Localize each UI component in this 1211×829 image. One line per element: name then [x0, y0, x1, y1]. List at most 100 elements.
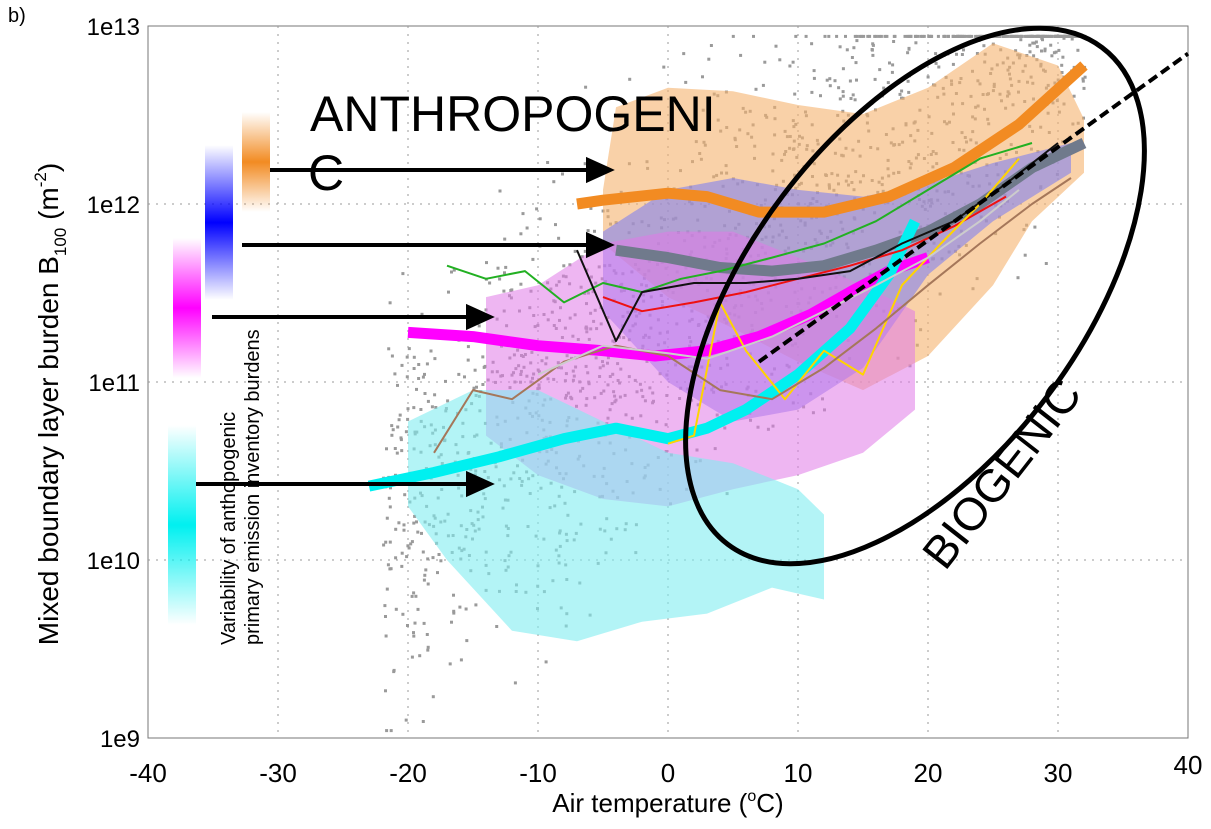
scatter-point	[1060, 63, 1064, 67]
scatter-point	[848, 79, 852, 83]
scatter-point	[1050, 54, 1054, 58]
scatter-point	[909, 34, 913, 38]
y-tick-labels: 1e9 1e10 1e11 1e12 1e13	[87, 14, 140, 753]
scatter-point	[406, 407, 410, 411]
scatter-point	[450, 620, 453, 624]
scatter-point	[513, 681, 517, 685]
scatter-point	[1016, 34, 1020, 38]
scatter-point	[437, 553, 441, 556]
x-tick-label: -30	[259, 758, 297, 788]
scatter-point	[929, 34, 933, 38]
x-tick-label: 0	[661, 758, 675, 788]
scatter-point	[1070, 37, 1074, 41]
scatter-point	[535, 207, 539, 211]
scatter-point	[794, 34, 798, 38]
scatter-point	[879, 34, 883, 38]
scatter-point	[417, 363, 421, 366]
scatter-point	[855, 34, 859, 38]
scatter-point	[970, 34, 974, 38]
scatter-point	[477, 324, 481, 328]
scatter-point	[384, 615, 387, 618]
scatter-point	[608, 129, 612, 132]
scatter-point	[900, 89, 904, 93]
scatter-point	[423, 392, 427, 395]
scatter-point	[1076, 48, 1080, 52]
series-line	[667, 157, 1020, 445]
scatter-point	[788, 64, 792, 68]
scatter-point	[503, 237, 507, 241]
scatter-point	[384, 634, 388, 638]
scatter-point	[557, 236, 561, 240]
scatter-point	[406, 544, 410, 548]
scatter-point	[883, 34, 887, 38]
scatter-point	[384, 540, 388, 544]
scatter-point	[388, 301, 392, 305]
scatter-point	[1073, 34, 1077, 38]
scatter-point	[387, 496, 391, 500]
scatter-point	[919, 34, 923, 38]
scatter-point	[388, 505, 392, 509]
scatter-point	[387, 347, 391, 351]
scatter-point	[400, 551, 404, 555]
swatch-blue	[205, 145, 233, 300]
scatter-point	[439, 559, 443, 563]
scatter-point	[402, 523, 406, 527]
scatter-point	[914, 41, 918, 45]
scatter-point	[425, 633, 429, 636]
variability-label: Variability of anthopogenic primary emiss…	[218, 329, 264, 645]
scatter-point	[410, 540, 414, 544]
scatter-point	[709, 44, 713, 47]
scatter-point	[503, 271, 506, 275]
scatter-point	[628, 77, 632, 81]
scatter-point	[583, 162, 587, 166]
scatter-point	[1019, 38, 1023, 42]
scatter-point	[855, 39, 859, 43]
scatter-point	[416, 530, 420, 534]
variability-line-1: Variability of anthopogenic	[218, 412, 240, 645]
scatter-point	[396, 383, 399, 387]
scatter-point	[1082, 86, 1086, 90]
scatter-point	[434, 406, 438, 409]
scatter-point	[893, 34, 897, 38]
scatter-point	[882, 86, 886, 90]
scatter-point	[906, 79, 910, 83]
scatter-point	[1040, 36, 1044, 40]
scatter-point	[394, 607, 398, 611]
scatter-point	[458, 605, 462, 609]
scatter-point	[393, 447, 397, 450]
scatter-point	[414, 594, 418, 598]
scatter-point	[926, 75, 930, 79]
scatter-point	[423, 573, 427, 577]
scatter-point	[851, 93, 855, 97]
scatter-point	[584, 85, 588, 89]
scatter-point	[498, 277, 502, 281]
scatter-point	[483, 364, 487, 368]
scatter-point	[1061, 55, 1065, 59]
scatter-point	[417, 377, 421, 380]
scatter-point	[763, 60, 767, 64]
scatter-point	[960, 53, 964, 56]
scatter-point	[421, 550, 425, 554]
scatter-point	[525, 226, 529, 230]
scatter-point	[946, 34, 950, 38]
scatter-point	[400, 564, 404, 568]
scatter-point	[958, 34, 962, 38]
scatter-point	[488, 281, 492, 285]
scatter-point	[854, 61, 858, 65]
scatter-point	[410, 594, 414, 598]
scatter-point	[496, 266, 500, 270]
scatter-point	[389, 729, 393, 733]
scatter-point	[1032, 54, 1036, 58]
scatter-point	[430, 405, 434, 409]
scatter-point	[827, 34, 831, 38]
scatter-point	[390, 424, 394, 428]
scatter-point	[562, 264, 566, 268]
scatter-point	[1016, 276, 1020, 280]
scatter-point	[444, 379, 447, 383]
scatter-point	[955, 34, 959, 38]
scatter-point	[1043, 49, 1047, 53]
scatter-point	[1044, 262, 1048, 265]
scatter-point	[384, 689, 387, 693]
scatter-point	[835, 34, 839, 38]
scatter-point	[382, 543, 386, 547]
